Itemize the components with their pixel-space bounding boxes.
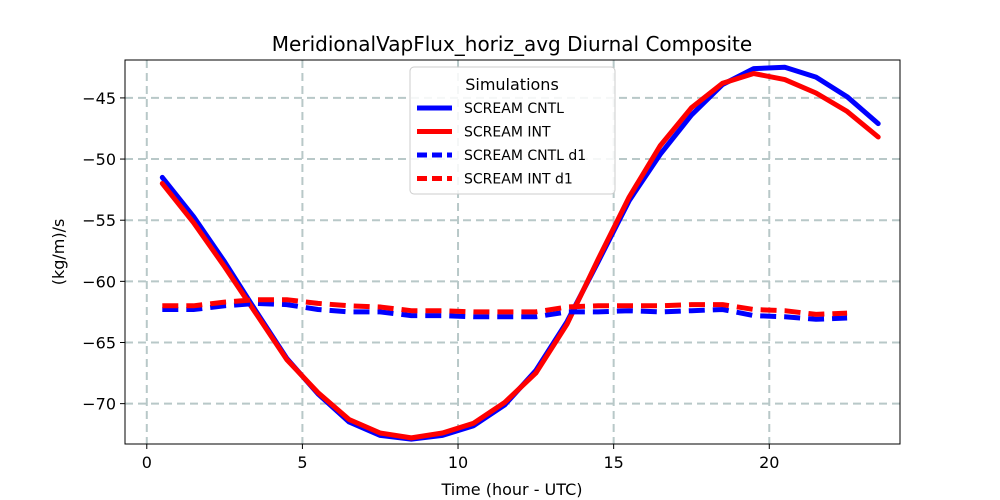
x-tick-label: 20 — [759, 453, 779, 472]
axis-ticks: 0 5 10 15 20 −70 −65 −60 −55 −50 −45 — [82, 89, 779, 472]
y-axis-label: (kg/m)/s — [49, 219, 68, 286]
plot-series — [159, 64, 881, 442]
y-tick-label: −60 — [82, 272, 116, 291]
legend-title: Simulations — [465, 75, 559, 94]
legend: Simulations SCREAM CNTL SCREAM INT SCREAM … — [409, 66, 616, 195]
series-line-scream-int-d1 — [162, 297, 848, 317]
legend-label: SCREAM INT — [464, 125, 551, 141]
legend-box — [409, 66, 616, 195]
legend-label: SCREAM INT d1 — [464, 172, 573, 188]
legend-label: SCREAM CNTL d1 — [464, 148, 586, 164]
series-line-scream-int — [159, 71, 881, 441]
chart-title: MeridionalVapFlux_horiz_avg Diurnal Comp… — [272, 32, 752, 56]
legend-label: SCREAM CNTL — [464, 101, 564, 117]
x-tick-label: 10 — [448, 453, 468, 472]
y-tick-label: −50 — [82, 150, 116, 169]
x-tick-label: 0 — [142, 453, 152, 472]
x-tick-label: 5 — [297, 453, 307, 472]
y-tick-label: −55 — [82, 211, 116, 230]
y-tick-label: −70 — [82, 395, 116, 414]
plot-frame — [124, 59, 901, 445]
grid — [125, 60, 900, 444]
y-tick-label: −65 — [82, 333, 116, 352]
x-axis-label: Time (hour - UTC) — [440, 480, 582, 499]
series-line-scream-cntl-d1 — [162, 300, 848, 322]
x-tick-label: 15 — [603, 453, 623, 472]
y-tick-label: −45 — [82, 89, 116, 108]
